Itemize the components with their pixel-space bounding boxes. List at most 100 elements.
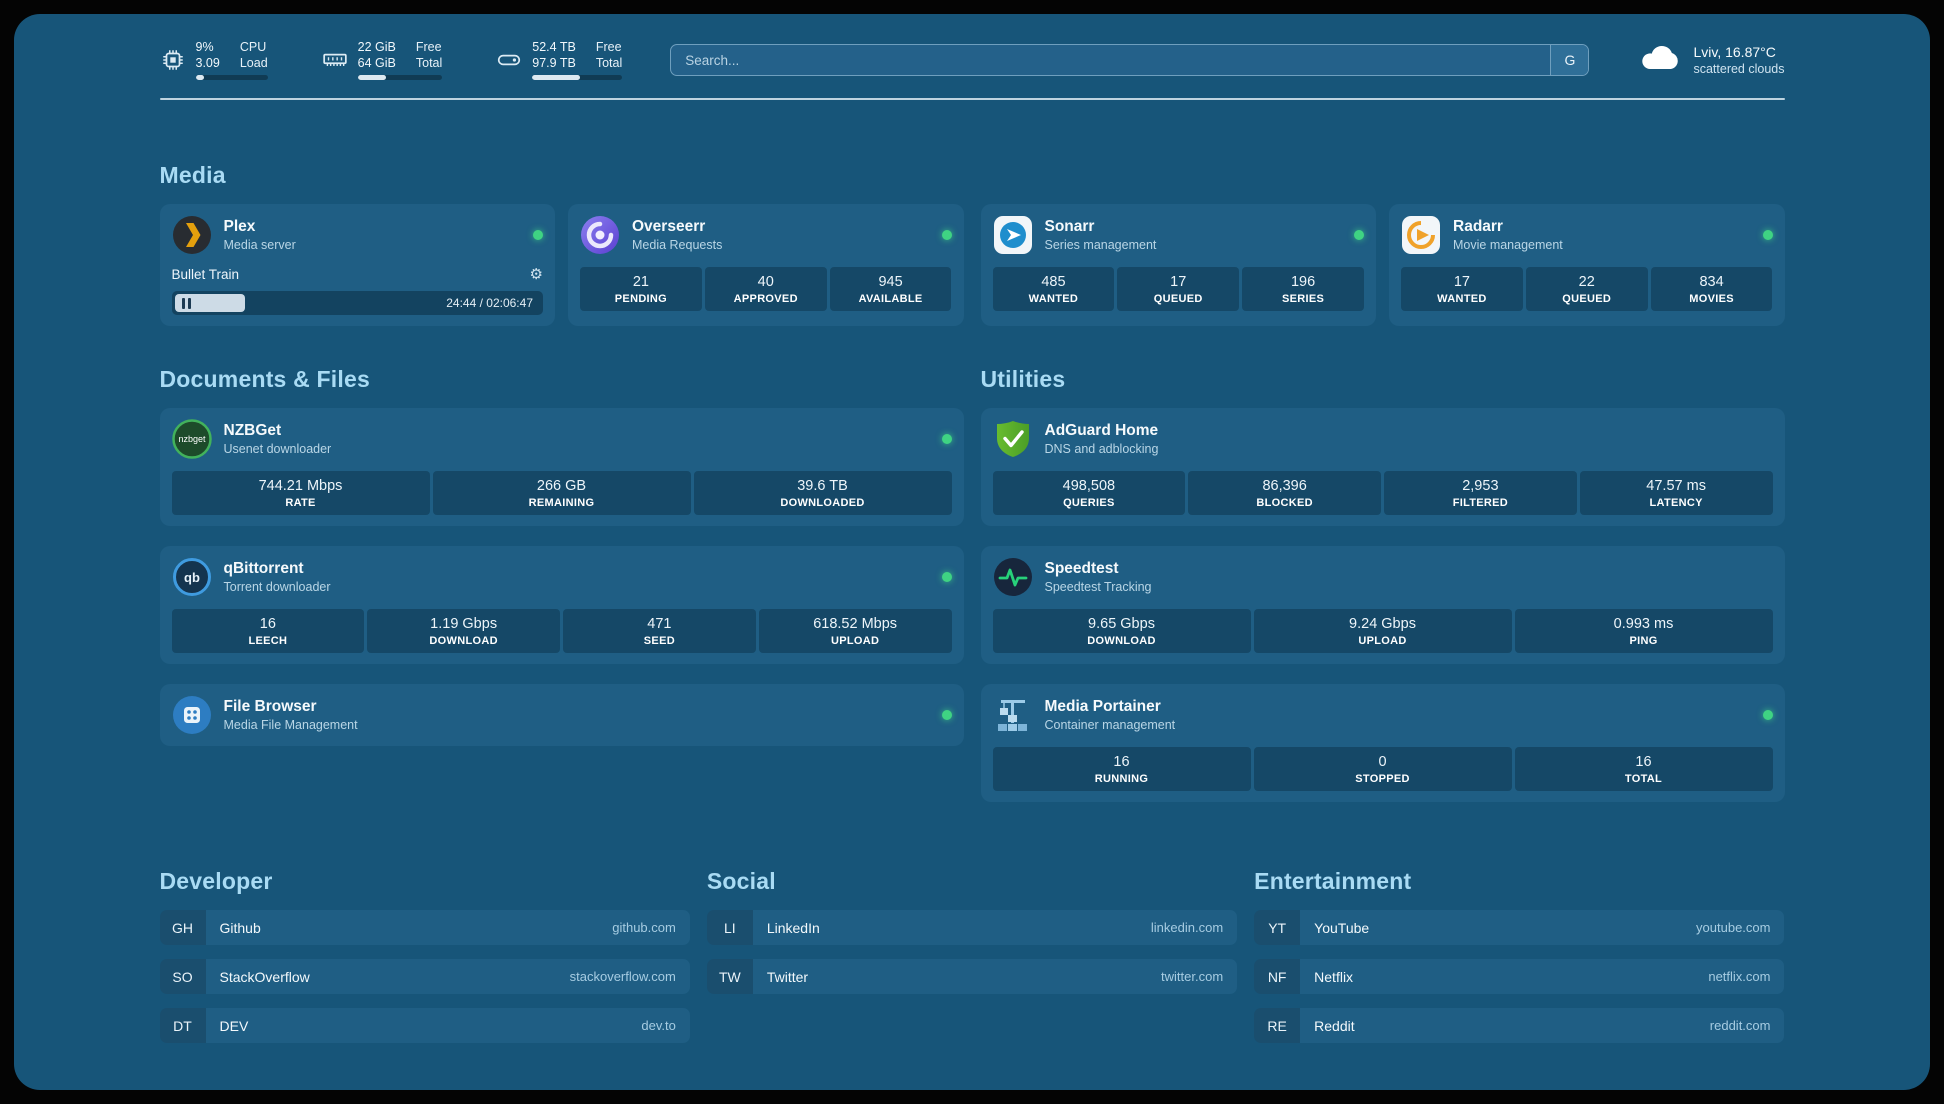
bookmark-domain: reddit.com <box>1709 1018 1771 1034</box>
svg-text:qb: qb <box>184 570 200 585</box>
stat-movies: 834 MOVIES <box>1650 267 1773 312</box>
section-title-social: Social <box>706 868 776 895</box>
app-card-plex[interactable]: Plex Media server Bullet Train ⚙ <box>159 204 555 327</box>
disk-label-2: Total <box>595 55 623 70</box>
app-name: qBittorrent <box>223 560 304 578</box>
app-card-qbittorrent[interactable]: qb qBittorrent Torrent downloader 16 LEE… <box>159 546 964 665</box>
stat-upload: 618.52 Mbps UPLOAD <box>758 609 952 654</box>
app-card-nzbget[interactable]: nzbget NZBGet Usenet downloader 744.21 M… <box>159 408 964 527</box>
stat-leech: 16 LEECH <box>171 609 365 654</box>
stat-stopped: 0 STOPPED <box>1253 747 1512 792</box>
stat-ping: 0.993 ms PING <box>1514 609 1773 654</box>
app-name: Radarr <box>1453 218 1503 236</box>
disk-progress-fill <box>532 75 580 81</box>
now-playing-title: Bullet Train <box>171 266 240 282</box>
app-card-radarr[interactable]: Radarr Movie management 17 WANTED 2 <box>1389 204 1785 327</box>
app-name: Sonarr <box>1044 218 1095 236</box>
search-input[interactable] <box>671 45 1551 76</box>
cpu-label-2: Load <box>239 55 268 70</box>
svg-text:nzbget: nzbget <box>178 434 206 444</box>
status-dot <box>1762 710 1773 721</box>
bookmark-linkedin[interactable]: LI LinkedIn linkedin.com <box>706 910 1238 946</box>
bookmark-name: YouTube <box>1314 919 1370 936</box>
app-card-overseerr[interactable]: Overseerr Media Requests 21 PENDING <box>568 204 964 327</box>
app-subtitle: Speedtest Tracking <box>1044 580 1152 595</box>
app-card-filebrowser[interactable]: File Browser Media File Management <box>159 684 964 747</box>
bookmark-name: Twitter <box>766 968 809 985</box>
app-name: AdGuard Home <box>1044 422 1159 440</box>
bookmark-twitter[interactable]: TW Twitter twitter.com <box>706 959 1238 995</box>
weather-condition: scattered clouds <box>1693 62 1785 77</box>
app-card-sonarr[interactable]: Sonarr Series management 485 WANTED <box>980 204 1376 327</box>
bookmark-domain: linkedin.com <box>1150 920 1224 936</box>
app-card-speedtest[interactable]: Speedtest Speedtest Tracking 9.65 Gbps D… <box>980 546 1785 665</box>
stat-queries: 498,508 QUERIES <box>992 471 1186 516</box>
stat-rate: 744.21 Mbps RATE <box>171 471 430 516</box>
stat-downloaded: 39.6 TB DOWNLOADED <box>693 471 952 516</box>
pause-button[interactable] <box>181 297 191 309</box>
app-subtitle: Media Requests <box>632 238 723 253</box>
section-title-entertainment: Entertainment <box>1254 868 1412 895</box>
app-name: Speedtest <box>1044 560 1119 578</box>
stat-running: 16 RUNNING <box>992 747 1251 792</box>
app-subtitle: Media File Management <box>223 718 358 733</box>
bookmark-abbr: NF <box>1254 959 1301 995</box>
cpu-label-1: CPU <box>239 40 267 54</box>
status-dot <box>1762 230 1773 241</box>
bookmark-name: LinkedIn <box>766 919 820 936</box>
stat-wanted: 485 WANTED <box>992 267 1115 312</box>
disk-total-value: 97.9 TB <box>532 55 576 70</box>
bookmark-name: Github <box>219 919 261 936</box>
qbittorrent-icon: qb <box>172 557 212 597</box>
app-subtitle: Series management <box>1044 238 1157 253</box>
app-name: Media Portainer <box>1044 698 1161 716</box>
plex-icon <box>172 215 212 255</box>
memory-label-2: Total <box>415 55 443 70</box>
gear-icon[interactable]: ⚙ <box>529 266 543 284</box>
section-title-developer: Developer <box>159 868 273 895</box>
cpu-widget: 9% 3.09 CPU Load <box>160 40 268 81</box>
bookmark-dev[interactable]: DT DEV dev.to <box>159 1008 690 1044</box>
app-card-portainer[interactable]: Media Portainer Container management 16 … <box>980 684 1785 803</box>
bookmark-reddit[interactable]: RE Reddit reddit.com <box>1254 1008 1785 1044</box>
app-subtitle: Usenet downloader <box>223 442 332 457</box>
cpu-progress-bar <box>195 75 268 81</box>
plex-player: 24:44 / 02:06:47 <box>171 291 543 316</box>
app-subtitle: DNS and adblocking <box>1044 442 1159 457</box>
cpu-icon <box>160 47 186 73</box>
memory-label-1: Free <box>415 40 442 54</box>
app-subtitle: Torrent downloader <box>223 580 331 595</box>
system-widgets: 9% 3.09 CPU Load <box>160 40 623 81</box>
bookmark-stackoverflow[interactable]: SO StackOverflow stackoverflow.com <box>159 959 690 995</box>
bookmark-abbr: RE <box>1254 1008 1301 1044</box>
playback-progress-fill <box>174 294 246 313</box>
stat-remaining: 266 GB REMAINING <box>432 471 691 516</box>
app-card-adguard[interactable]: AdGuard Home DNS and adblocking 498,508 … <box>980 408 1785 527</box>
cpu-load-value: 3.09 <box>195 55 220 70</box>
nzbget-icon: nzbget <box>171 419 212 459</box>
stat-available: 945 AVAILABLE <box>829 267 952 312</box>
search-bar: G <box>670 44 1590 77</box>
bookmark-name: StackOverflow <box>219 968 310 985</box>
bookmark-github[interactable]: GH Github github.com <box>159 910 690 946</box>
bookmark-domain: stackoverflow.com <box>569 969 676 985</box>
cpu-progress-fill <box>195 75 205 81</box>
bookmark-domain: dev.to <box>641 1018 676 1034</box>
status-dot <box>1354 230 1364 241</box>
status-dot <box>941 572 952 583</box>
memory-progress-bar <box>357 75 443 81</box>
app-name: File Browser <box>223 698 317 716</box>
section-title-utilities: Utilities <box>980 366 1066 393</box>
section-title-media: Media <box>159 162 226 189</box>
stat-series: 196 SERIES <box>1242 267 1364 312</box>
search-engine-button[interactable]: G <box>1550 45 1589 76</box>
bookmark-netflix[interactable]: NF Netflix netflix.com <box>1254 959 1785 995</box>
portainer-icon <box>993 695 1033 735</box>
bookmark-domain: youtube.com <box>1696 920 1771 936</box>
bookmark-youtube[interactable]: YT YouTube youtube.com <box>1254 910 1785 946</box>
app-subtitle: Media server <box>223 238 296 253</box>
stat-pending: 21 PENDING <box>580 267 702 312</box>
status-dot <box>533 230 543 241</box>
adguard-icon <box>993 419 1033 459</box>
section-title-documents: Documents & Files <box>159 366 370 393</box>
